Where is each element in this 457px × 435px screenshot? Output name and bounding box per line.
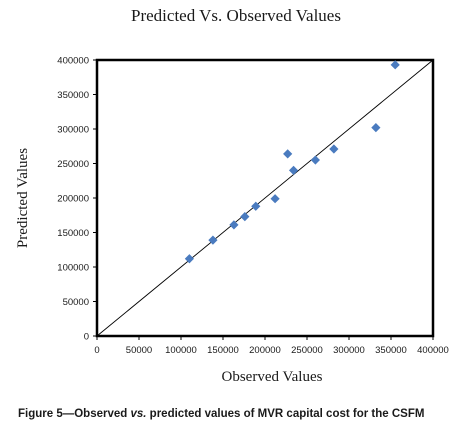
data-point [184,254,194,264]
x-tick-label: 0 [94,345,99,356]
x-tick-label: 250000 [291,345,323,356]
x-tick-label: 50000 [126,345,152,356]
y-tick-label: 200000 [57,194,89,205]
reference-line [96,59,434,337]
y-tick-label: 150000 [57,228,89,239]
chart-title: Predicted Vs. Observed Values [131,6,341,25]
y-tick-label: 300000 [57,125,89,136]
x-tick-label: 300000 [333,345,365,356]
x-tick-label: 200000 [249,345,281,356]
scatter-chart: Predicted Vs. Observed Values 0 50000 1000… [15,6,449,385]
caption-emphasis: vs. [130,408,147,420]
y-axis-label: Predicted Values [15,148,31,248]
data-point [240,212,250,222]
x-tick-label: 400000 [417,345,449,356]
data-points [184,60,400,264]
y-tick-label: 0 [84,332,89,343]
data-point [288,165,299,175]
y-tick-label: 50000 [63,297,89,308]
y-tick-label: 400000 [57,56,89,67]
x-tick-label: 150000 [207,345,239,356]
y-tick-label: 350000 [57,90,89,101]
data-point [270,194,280,204]
y-tick-label: 100000 [57,263,89,274]
figure-caption: Figure 5—Observed vs. predicted values o… [18,408,448,420]
data-point [283,149,293,159]
y-axis-ticks: 0 50000 100000 150000 200000 250000 300000 3500… [57,56,97,343]
data-point [371,123,381,133]
data-point [310,155,320,165]
caption-text-end: predicted values of MVR capital cost for… [146,408,425,420]
data-point [390,60,400,70]
x-tick-label: 350000 [375,345,407,356]
data-point [229,220,239,230]
y-tick-label: 250000 [57,159,89,170]
x-axis-label: Observed Values [222,369,323,385]
data-point [251,201,261,211]
caption-text-start: Figure 5—Observed [18,408,131,420]
data-point [329,144,339,154]
x-tick-label: 100000 [165,345,197,356]
data-point [208,235,218,245]
x-axis-ticks: 0 50000 100000 150000 200000 250000 300000 3500… [94,336,449,356]
